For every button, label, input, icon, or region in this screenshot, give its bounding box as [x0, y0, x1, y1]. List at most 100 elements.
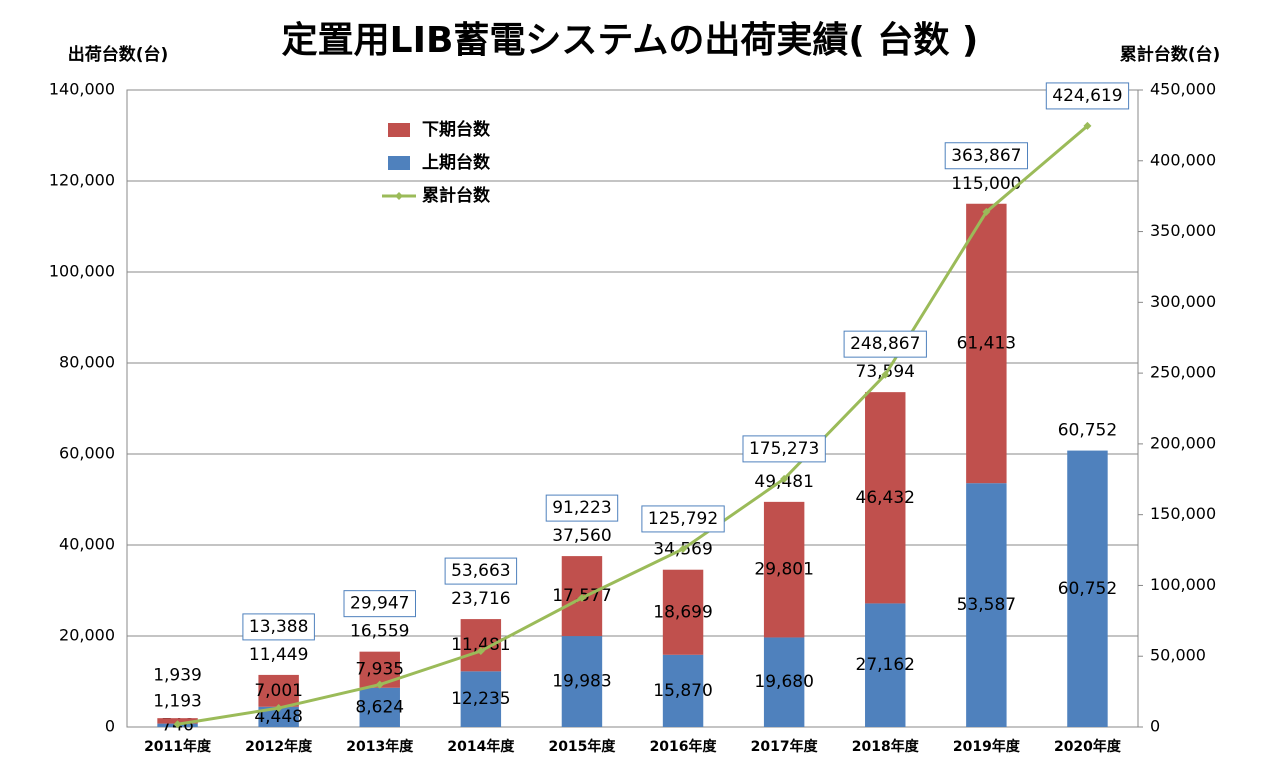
bar-value-label: 15,870 [653, 681, 712, 701]
bar-value-label: 29,801 [754, 560, 813, 580]
line-marker [780, 474, 789, 483]
x-tick-label: 2019年度 [953, 738, 1021, 755]
line-value-label: 53,663 [451, 561, 510, 581]
bar-segment [258, 674, 299, 707]
bar-value-label: 4,448 [254, 707, 303, 727]
line-series [177, 124, 1089, 726]
bar-segment [359, 687, 400, 727]
plot-frame [126, 89, 1139, 728]
y-tick-label: 40,000 [59, 535, 115, 554]
y-tick-label: 20,000 [59, 626, 115, 645]
legend-label: 下期台数 [422, 119, 491, 140]
total-label: 115,000 [951, 174, 1021, 194]
line-value-label: 424,619 [1052, 86, 1122, 106]
total-label: 37,560 [552, 526, 611, 546]
bar-value-label: 12,235 [451, 689, 510, 709]
y-tick-label: 100,000 [49, 262, 115, 281]
bar-value-label: 7,001 [254, 681, 303, 701]
y-tick-label: 140,000 [49, 80, 115, 99]
y2-tick-label: 450,000 [1150, 80, 1216, 99]
y-tick-label: 60,000 [59, 444, 115, 463]
bar-segment [763, 637, 805, 727]
y2-tick-label: 50,000 [1150, 646, 1206, 665]
line-marker [173, 720, 182, 729]
y2-tick-label: 100,000 [1150, 575, 1216, 594]
y-tick-label: 0 [105, 717, 115, 736]
y2-tick-label: 0 [1150, 717, 1160, 736]
bar-value-label: 53,587 [957, 595, 1016, 615]
y2-tick-label: 150,000 [1150, 504, 1216, 523]
y2-tick-label: 250,000 [1150, 363, 1216, 382]
bar-segment [865, 392, 906, 604]
bar-segment [460, 671, 502, 727]
bar-value-label: 7,935 [355, 660, 404, 680]
bar-segment [865, 603, 906, 727]
y-axis-label: 出荷台数(台) [68, 44, 169, 65]
y-tick-label: 80,000 [59, 353, 115, 372]
label-box [843, 330, 927, 358]
line-marker [375, 680, 384, 689]
label-box [1045, 82, 1130, 110]
x-tick-label: 2011年度 [144, 738, 212, 755]
x-tick-label: 2012年度 [245, 738, 313, 755]
y2-tick-label: 400,000 [1150, 150, 1216, 169]
line-value-label: 125,792 [648, 509, 718, 529]
bar-value-label: 19,680 [754, 672, 813, 692]
bar-value-label: 11,481 [451, 635, 510, 655]
line-marker [982, 207, 991, 216]
line-value-label: 248,867 [850, 334, 920, 354]
bar-segment [966, 483, 1007, 727]
line-marker [577, 593, 586, 602]
legend-marker [395, 192, 403, 200]
x-tick-label: 2020年度 [1054, 738, 1122, 755]
bar-value-label: 27,162 [856, 655, 915, 675]
x-tick-label: 2018年度 [852, 738, 920, 755]
bar-value-label: 46,432 [856, 488, 915, 508]
bar-segment [966, 203, 1007, 484]
bar-segment [1067, 450, 1108, 727]
total-label: 11,449 [249, 645, 308, 665]
bar-segment [662, 654, 704, 727]
total-label: 1,939 [153, 665, 202, 685]
line-value-label: 363,867 [951, 146, 1021, 166]
bar-value-label: 61,413 [957, 333, 1016, 353]
bar-segment [662, 569, 704, 655]
bar-segment [561, 636, 603, 727]
x-tick-label: 2017年度 [751, 738, 819, 755]
line-marker [881, 370, 890, 379]
chart-title: 定置用LIB蓄電システムの出荷実績( 台数 ) [282, 20, 979, 61]
label-box [641, 505, 725, 533]
x-tick-label: 2013年度 [346, 738, 414, 755]
y2-tick-label: 300,000 [1150, 292, 1216, 311]
x-tick-label: 2015年度 [548, 738, 616, 755]
y2-axis-label: 累計台数(台) [1120, 44, 1221, 65]
legend-label: 累計台数 [422, 185, 491, 206]
label-box [944, 142, 1029, 170]
label-box [444, 557, 518, 585]
line-value-label: 175,273 [749, 439, 819, 459]
line-marker [679, 544, 688, 553]
bar-value-label: 1,193 [153, 691, 202, 711]
bar-segment [258, 706, 299, 727]
line-value-label: 13,388 [249, 617, 308, 637]
bar-value-label: 19,983 [552, 672, 611, 692]
total-label: 23,716 [451, 589, 510, 609]
bar-value-label: 8,624 [355, 697, 404, 717]
y2-tick-label: 200,000 [1150, 433, 1216, 452]
line-value-label: 29,947 [350, 594, 409, 614]
bar-segment [763, 501, 805, 638]
label-box [742, 435, 826, 463]
total-label: 16,559 [350, 622, 409, 642]
legend-label: 上期台数 [422, 152, 491, 173]
x-tick-label: 2014年度 [447, 738, 515, 755]
y2-tick-label: 350,000 [1150, 221, 1216, 240]
label-box [545, 494, 619, 522]
y-tick-label: 120,000 [49, 171, 115, 190]
line-marker [274, 704, 283, 713]
line-marker [476, 647, 485, 656]
label-box [343, 590, 416, 618]
total-label: 60,752 [1058, 421, 1117, 441]
bar-value-label: 60,752 [1058, 579, 1117, 599]
line-value-label: 91,223 [552, 498, 611, 518]
